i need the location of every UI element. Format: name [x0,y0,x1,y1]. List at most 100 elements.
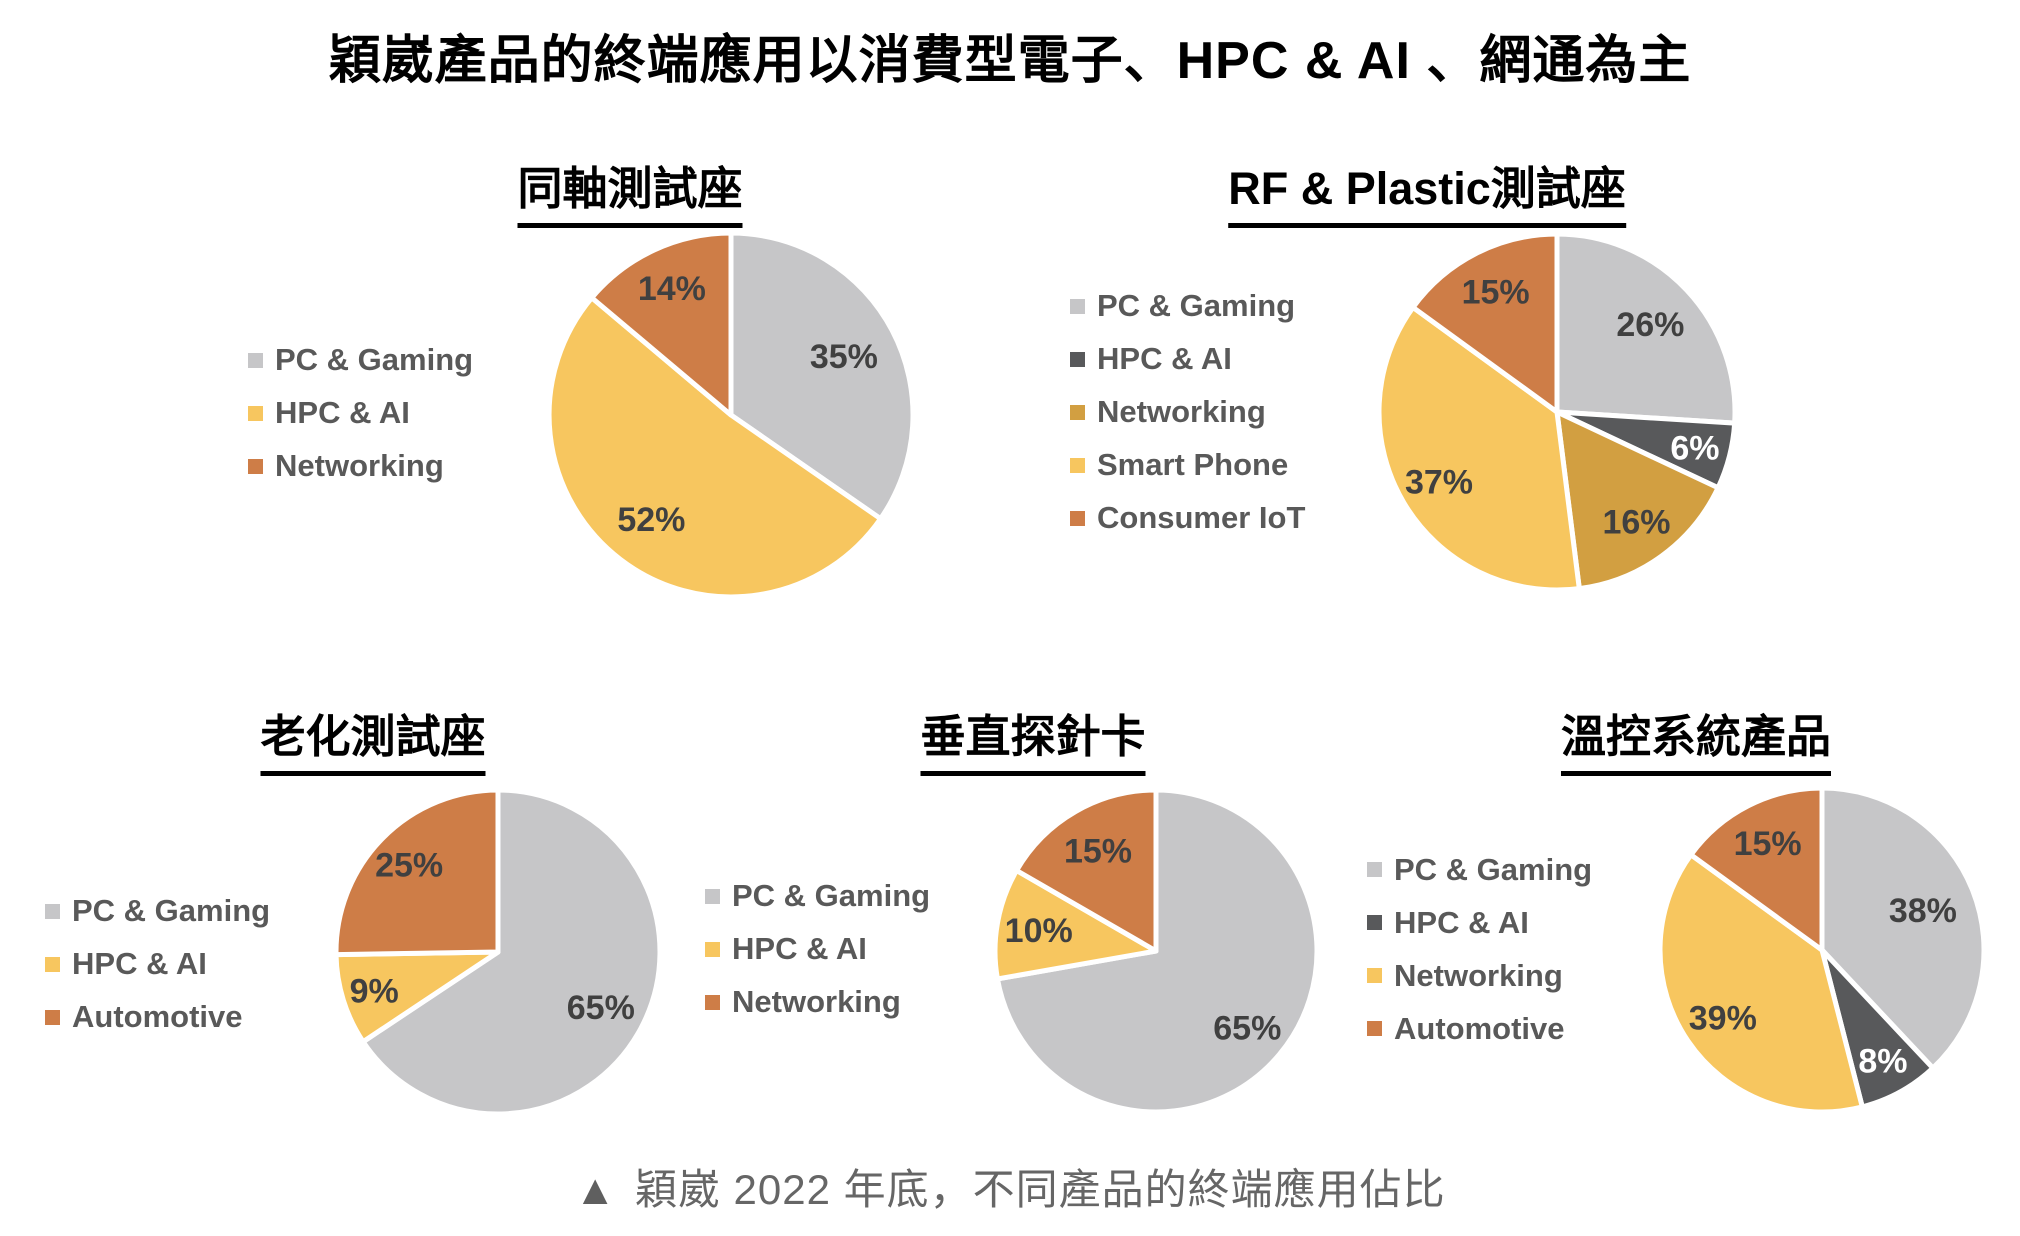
pie-slice-hpc-ai [546,295,884,600]
legend-swatch-automotive [45,1009,60,1025]
slice-value-label-hpc-ai: 52% [617,501,685,539]
legend-chart-3: PC & Gaming HPC & AI Automotive [45,885,270,1044]
figure-caption: ▲ 穎崴 2022 年底，不同產品的終端應用佔比 [0,1156,2020,1217]
pie-slice-pc-gaming [360,787,663,1117]
pie-slice-networking [1554,409,1721,592]
legend-swatch-hpc-ai [1367,915,1382,930]
slice-value-label-pc-gaming: 35% [810,338,878,376]
legend-swatch-networking [248,458,263,474]
pie-slice-pc-gaming [1554,231,1738,426]
legend-label-hpc-ai: HPC & AI [72,946,207,981]
slice-value-label-hpc-ai: 9% [350,972,399,1010]
pie-slice-smart-phone [1376,304,1582,593]
legend-item-pc-gaming: PC & Gaming [705,870,930,923]
legend-swatch-hpc-ai [248,405,263,421]
legend-label-pc-gaming: PC & Gaming [1097,288,1296,323]
slice-value-label-networking: 39% [1689,999,1757,1037]
legend-swatch-consumer-iot [1070,510,1085,526]
pie-chart-5: 38% 8% 39% 15% [1657,785,1987,1115]
legend-item-hpc-ai: HPC & AI [45,938,270,991]
legend-label-smart-phone: Smart Phone [1097,447,1289,482]
legend-item-networking: Networking [705,976,930,1029]
legend-label-pc-gaming: PC & Gaming [732,878,931,913]
triangle-icon: ▲ [574,1166,617,1213]
legend-item-pc-gaming: PC & Gaming [45,885,270,938]
legend-label-hpc-ai: HPC & AI [1394,904,1529,940]
slice-value-label-pc-gaming: 38% [1889,892,1957,930]
legend-label-consumer-iot: Consumer IoT [1097,500,1306,535]
slice-value-label-automotive: 15% [1734,825,1802,863]
pie-chart-2: 26% 6%16% 37% 15% [1376,231,1738,593]
legend-swatch-hpc-ai [45,956,60,972]
slice-value-label-pc-gaming: 65% [1213,1010,1281,1048]
legend-swatch-pc-gaming [45,903,60,919]
pie-slice-hpc-ai [992,868,1159,982]
legend-swatch-smart-phone [1070,457,1085,473]
legend-swatch-hpc-ai [1070,351,1085,367]
pie-chart-4: 65% 10% 15% [992,787,1320,1115]
slice-value-label-smart-phone: 37% [1405,464,1473,502]
legend-item-pc-gaming: PC & Gaming [1367,843,1592,896]
legend-swatch-automotive [1367,1021,1382,1036]
legend-label-pc-gaming: PC & Gaming [1394,851,1593,887]
page-title: 穎崴產品的終端應用以消費型電子、HPC & AI 、網通為主 [328,32,1692,90]
legend-item-hpc-ai: HPC & AI [1070,333,1305,386]
legend-label-networking: Networking [732,984,901,1019]
slice-value-label-networking: 16% [1602,503,1670,541]
legend-item-networking: Networking [1070,386,1305,439]
chart-title-3: 老化測試座 [260,700,486,776]
legend-item-smart-phone: Smart Phone [1070,439,1305,492]
legend-swatch-pc-gaming [248,352,263,368]
legend-item-networking: Networking [1367,949,1592,1002]
legend-label-pc-gaming: PC & Gaming [72,893,271,928]
legend-swatch-networking [1367,968,1382,983]
legend-item-hpc-ai: HPC & AI [705,923,930,976]
chart-title-5: 溫控系統產品 [1560,700,1832,776]
legend-item-networking: Networking [248,440,473,493]
pie-slice-automotive [333,787,501,958]
pie-slice-networking [589,230,734,418]
legend-item-automotive: Automotive [45,991,270,1044]
legend-swatch-pc-gaming [705,888,720,904]
legend-chart-1: PC & Gaming HPC & AI Networking [248,334,473,493]
pie-slice-pc-gaming [1819,785,1987,1071]
pie-chart-3: 65% 9% 25% [333,787,663,1117]
chart-title-1: 同軸測試座 [517,152,743,228]
pie-slice-networking [1014,787,1159,954]
legend-label-automotive: Automotive [72,999,243,1034]
chart-title-2: RF & Plastic測試座 [1228,152,1626,228]
pie-slice-pc-gaming [728,230,916,522]
slice-value-label-pc-gaming: 65% [567,989,635,1027]
slice-value-label-hpc-ai: 10% [1005,912,1073,950]
legend-chart-2: PC & Gaming HPC & AI Networking Smart Phone… [1070,280,1305,545]
slice-value-label-automotive: 25% [375,846,443,884]
slice-value-label-networking: 14% [638,270,706,308]
legend-chart-5: PC & Gaming HPC & AI Networking Automotive [1367,843,1592,1055]
legend-label-hpc-ai: HPC & AI [275,395,410,430]
slice-value-label-hpc-ai: 6% [1670,429,1719,467]
legend-label-networking: Networking [1394,957,1563,993]
legend-label-networking: Networking [275,448,444,483]
slice-value-label-hpc-ai: 8% [1858,1043,1907,1081]
figure-caption-text: 穎崴 2022 年底，不同產品的終端應用佔比 [634,1166,1446,1213]
legend-label-hpc-ai: HPC & AI [732,931,867,966]
legend-item-pc-gaming: PC & Gaming [248,334,473,387]
legend-item-hpc-ai: HPC & AI [248,387,473,440]
legend-swatch-pc-gaming [1070,298,1085,314]
legend-label-automotive: Automotive [1394,1010,1565,1046]
legend-swatch-networking [1070,404,1085,420]
legend-label-networking: Networking [1097,394,1266,429]
legend-item-pc-gaming: PC & Gaming [1070,280,1305,333]
pie-slice-automotive [1688,785,1825,953]
legend-item-automotive: Automotive [1367,1002,1592,1055]
legend-swatch-pc-gaming [1367,862,1382,877]
pie-slice-consumer-iot [1410,231,1560,415]
legend-item-consumer-iot: Consumer IoT [1070,492,1305,545]
pie-slice-networking [1657,852,1865,1115]
legend-label-pc-gaming: PC & Gaming [275,342,474,377]
legend-swatch-networking [705,994,720,1010]
slice-value-label-consumer-iot: 15% [1462,273,1530,311]
chart-title-4: 垂直探針卡 [920,700,1146,776]
legend-swatch-hpc-ai [705,941,720,957]
